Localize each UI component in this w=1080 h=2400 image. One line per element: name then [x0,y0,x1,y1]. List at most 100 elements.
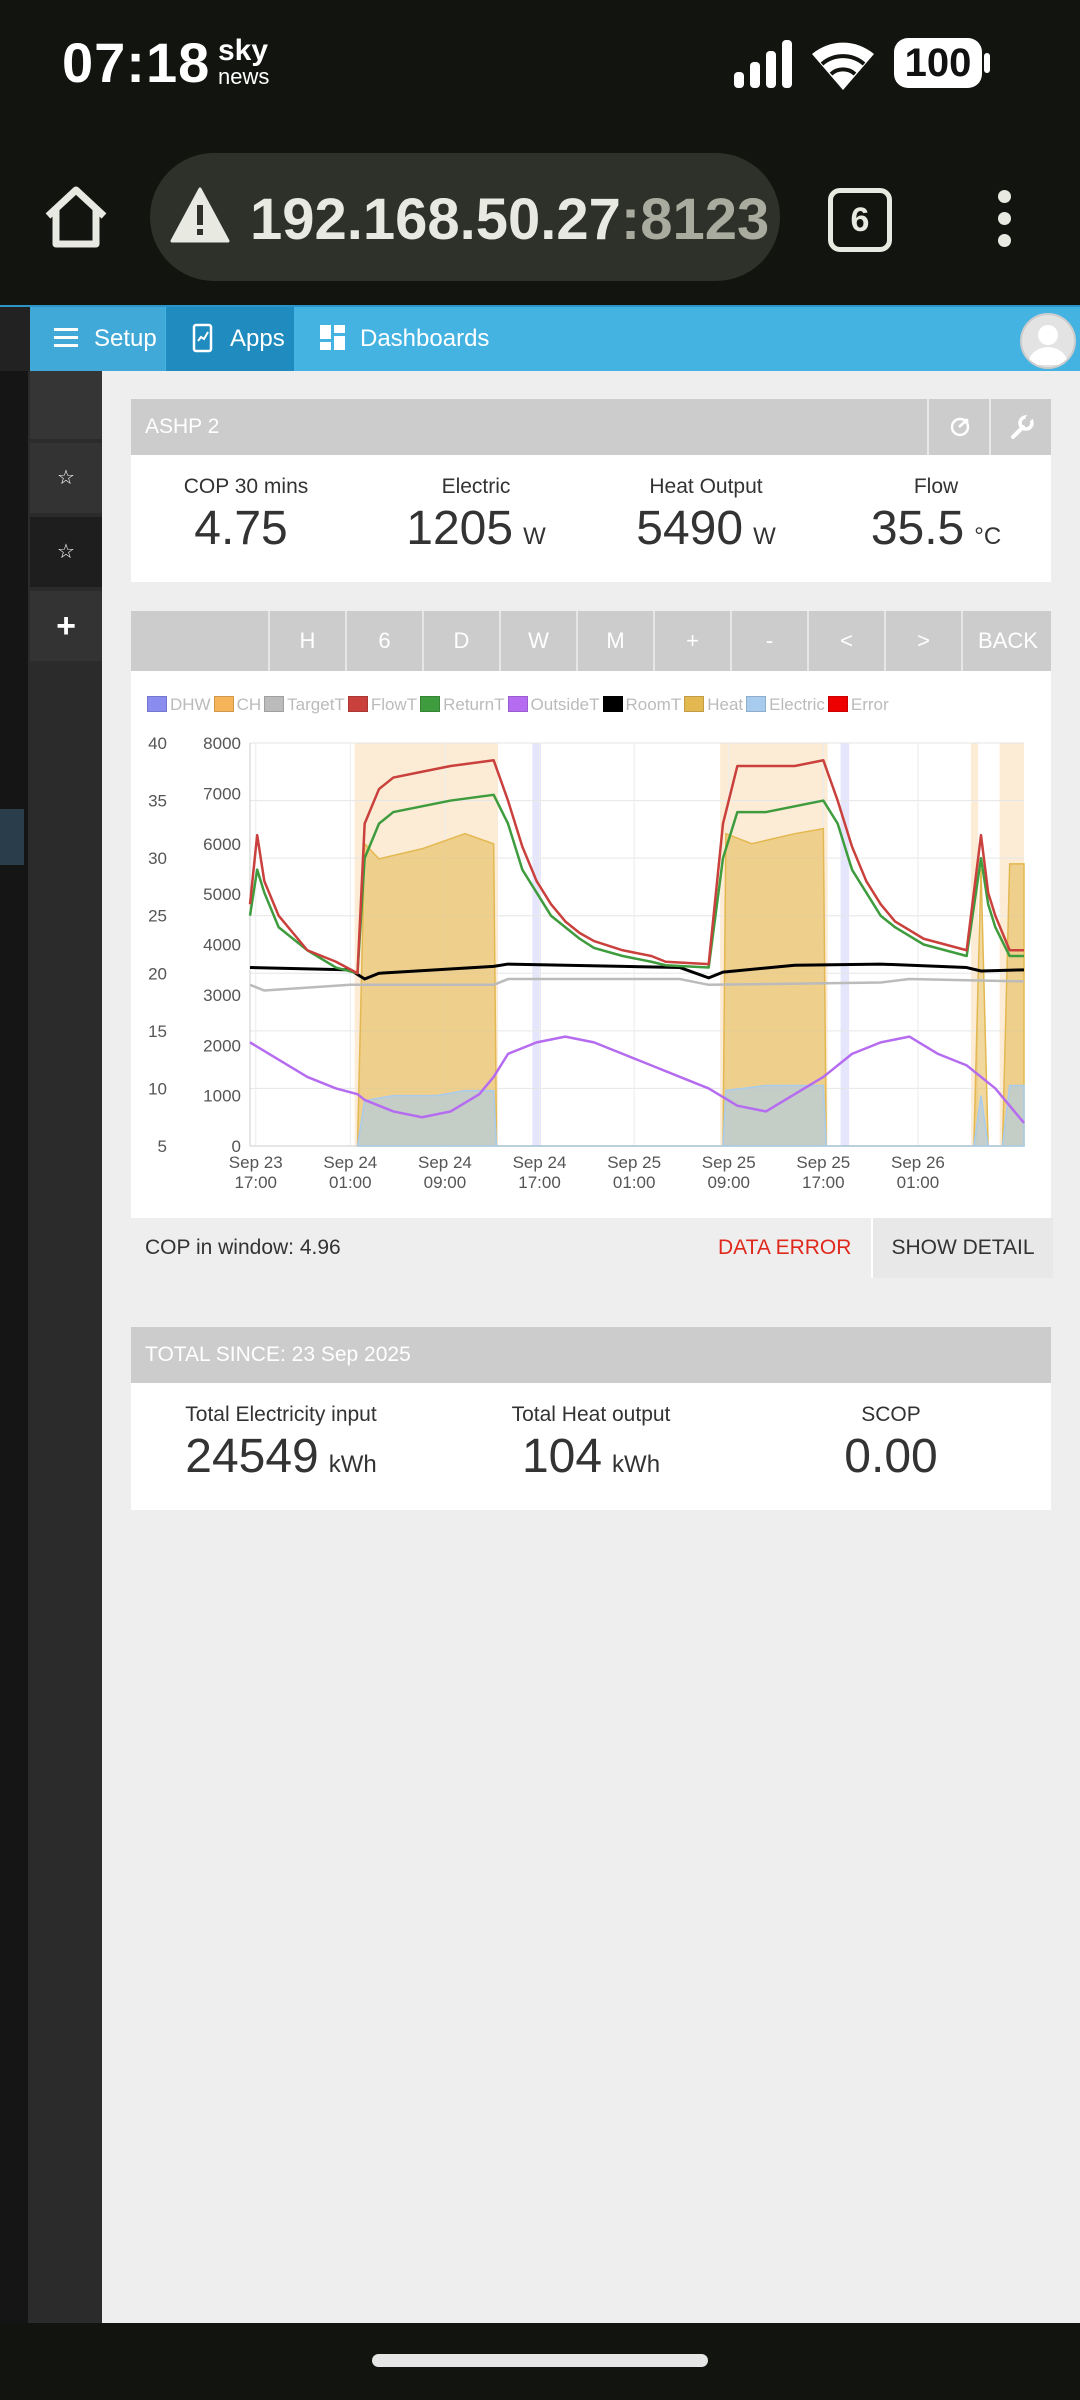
legend-item-ch[interactable]: CH [213,695,262,715]
zoom-hour-button[interactable]: H [268,611,345,671]
pan-left-button[interactable]: < [807,611,884,671]
legend-label: TargetT [287,695,345,714]
stat-electric: Electric 1205 W [361,455,591,556]
zoom-month-button[interactable]: M [576,611,653,671]
nav-dashboards-label: Dashboards [360,325,490,352]
home-icon[interactable] [40,180,112,252]
x-tick-label: 01:00 [613,1173,656,1192]
stat-label: Heat Output [649,475,763,498]
legend-item-dhw[interactable]: DHW [147,695,211,715]
logo-bottom-text: news [218,64,270,89]
y-left-tick-label: 10 [148,1079,167,1098]
y-left-tick-label: 40 [148,734,167,753]
settings-button[interactable] [989,399,1053,455]
x-tick-label: Sep 23 [229,1153,283,1172]
nav-dashboards[interactable]: Dashboards [296,307,496,371]
sidebar-item-blank[interactable] [30,371,102,439]
legend-item-returnt[interactable]: ReturnT [420,695,505,715]
x-tick-label: 17:00 [518,1173,561,1192]
y-right-tick-label: 4000 [203,936,241,955]
sky-news-logo: sky news [218,36,270,90]
legend-item-targett[interactable]: TargetT [264,695,345,715]
series-electric [356,1084,1025,1147]
x-tick-label: Sep 25 [607,1153,661,1172]
legend-item-flowt[interactable]: FlowT [347,695,417,715]
cop-window-value: 4.96 [299,1236,341,1259]
nav-apps[interactable]: Apps [166,307,294,371]
band-dhw [532,743,541,1146]
clock: 07:18 [62,31,211,94]
legend-swatch [420,696,441,712]
stat-value: 104 kWh [521,1430,661,1483]
nav-setup[interactable]: Setup [30,307,165,371]
zoom-in-button[interactable]: + [653,611,730,671]
stat-value: 24549 kWh [185,1430,377,1483]
sidebar-collapse-handle[interactable] [0,809,24,865]
url-text[interactable]: 192.168.50.27:8123 [250,186,769,253]
legend-label: Electric [769,695,825,714]
y-left-tick-label: 35 [148,792,167,811]
chart-area: DHW CH TargetT FlowT ReturnT OutsideT RoomT Hea… [131,671,1051,1218]
series-flowt [248,759,1024,975]
stat-value: 35.5 °C [870,502,1002,555]
sidebar-item-favourite-1[interactable]: ☆ [30,443,102,513]
url-port: :8123 [620,187,770,252]
legend-swatch [147,696,167,712]
y-left-tick-label: 20 [148,964,167,983]
stat-value: 0.00 [844,1430,938,1483]
user-icon [1028,325,1068,365]
zoom-week-button[interactable]: W [499,611,576,671]
y-left-tick-label: 25 [148,907,167,926]
sidebar-add-button[interactable]: + [30,591,102,661]
legend-swatch [602,696,623,712]
nav-setup-label: Setup [94,325,157,352]
battery-level: 100 [894,38,982,88]
sidebar-item-favourite-2[interactable]: ☆ [30,517,102,587]
zoom-day-button[interactable]: D [422,611,499,671]
legend-item-roomt[interactable]: RoomT [602,695,681,715]
legend-item-electric[interactable]: Electric [746,695,825,715]
zoom-6h-button[interactable]: 6 [345,611,422,671]
x-tick-label: 17:00 [234,1173,277,1192]
stat-label: Electric [441,475,511,498]
y-right-tick-label: 7000 [203,784,241,803]
share-button[interactable] [927,399,991,455]
legend-item-error[interactable]: Error [827,695,889,715]
back-button[interactable]: BACK [961,611,1053,671]
data-error-link[interactable]: DATA ERROR [718,1236,852,1259]
signal-icon [734,40,792,88]
wifi-icon [812,42,874,90]
stat-label: SCOP [861,1403,921,1426]
stat-heat-output: Heat Output 5490 W [591,455,821,556]
y-right-tick-label: 5000 [203,885,241,904]
y-left-tick-label: 30 [148,849,167,868]
stat-cop: COP 30 mins 4.75 [131,455,361,556]
legend-swatch [213,696,234,712]
y-right-tick-label: 3000 [203,986,241,1005]
warning-icon[interactable] [170,187,230,243]
pan-right-button[interactable]: > [884,611,961,671]
home-gesture-handle[interactable] [372,2354,708,2367]
chart-svg[interactable]: 40 35 30 25 20 15 10 5 8000 7000 6000 5000 4000 3000 2… [131,671,1051,1218]
legend-item-heat[interactable]: Heat [684,695,743,715]
zoom-out-button[interactable]: - [730,611,807,671]
menu-icon[interactable] [992,190,1016,250]
show-detail-button[interactable]: SHOW DETAIL [871,1218,1053,1278]
address-bar[interactable]: 192.168.50.27:8123 [150,153,780,281]
legend-label: OutsideT [530,695,600,714]
legend-label: CH [236,695,262,714]
stat-value: 1205 W [406,502,546,555]
avatar[interactable] [1020,313,1076,369]
cop-window-bar: COP in window: 4.96 DATA ERROR SHOW DETA… [131,1218,1053,1278]
stat-label: Total Electricity input [185,1403,377,1426]
tabs-icon[interactable]: 6 [828,188,892,252]
hamburger-icon [54,328,78,347]
legend-item-outsidet[interactable]: OutsideT [507,695,600,715]
share-icon [950,417,970,437]
x-tick-label: Sep 25 [796,1153,850,1172]
x-tick-label: Sep 24 [323,1153,377,1172]
top-nav: Setup Apps Dashboards [0,305,1080,371]
stat-label: COP 30 mins [183,475,309,498]
y-right-tick-label: 0 [232,1137,241,1156]
y-left-tick-label: 5 [158,1137,167,1156]
